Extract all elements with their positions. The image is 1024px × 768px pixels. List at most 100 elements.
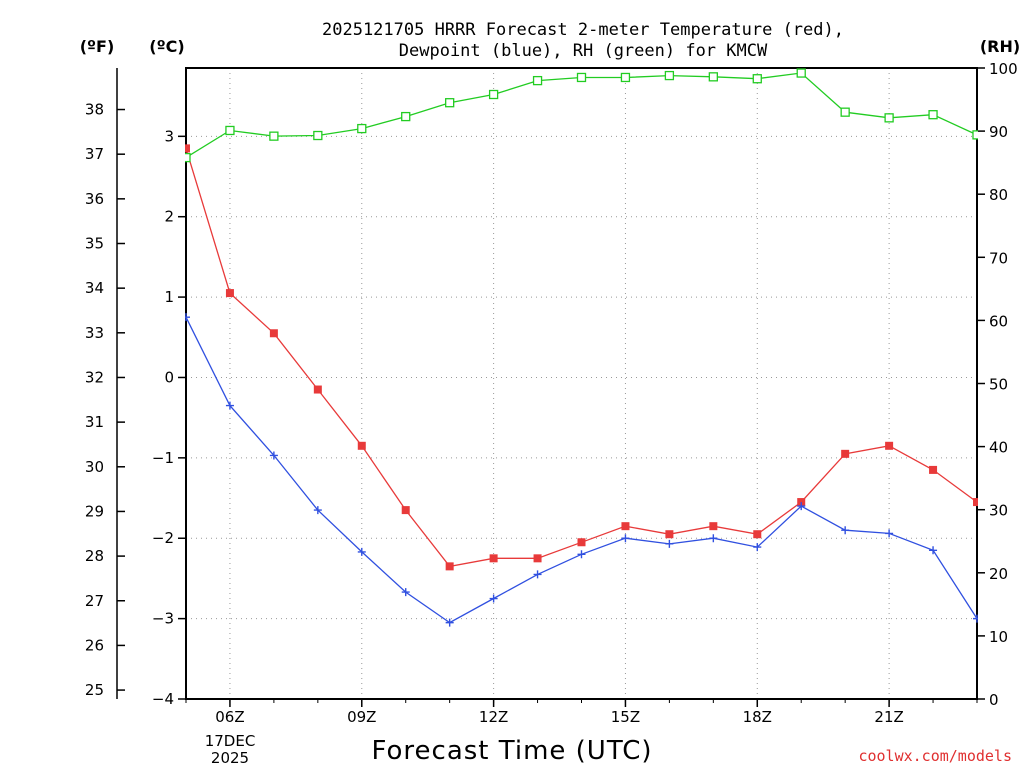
rh-tick-label-20: 20 [989, 565, 1008, 583]
rh-line [185, 72, 978, 159]
rh-unit-label: (RH) [980, 37, 1020, 56]
x-tick-label-06Z: 06Z [215, 708, 244, 726]
rh-point-22 [928, 110, 938, 120]
temperature-point-13 [533, 554, 542, 563]
data-series [185, 68, 978, 627]
rh-point-18 [752, 74, 762, 84]
series-clip-group [185, 68, 978, 627]
dewpoint-point-21 [885, 529, 894, 538]
rh-tick-label-60: 60 [989, 312, 1008, 330]
f-tick-label-25: 25 [85, 681, 104, 699]
date-label-line-1: 17DEC [205, 732, 256, 750]
c-tick-label-3: 3 [164, 127, 174, 145]
celsius-unit-label: (ºC) [149, 37, 184, 56]
c-tick-label-0: 0 [164, 368, 174, 386]
temperature-line [185, 148, 978, 568]
rh-tick-label-0: 0 [989, 691, 999, 709]
temperature-point-6 [225, 289, 234, 298]
c-tick-label-2: 2 [164, 208, 174, 226]
rh-point-19 [796, 68, 806, 78]
f-tick-label-34: 34 [85, 279, 104, 297]
rh-point-16 [664, 70, 675, 81]
f-tick-label-36: 36 [85, 190, 104, 208]
dewpoint-point-9 [357, 547, 366, 556]
f-tick-label-32: 32 [85, 368, 104, 386]
axes [116, 67, 985, 707]
f-tick-label-31: 31 [85, 413, 104, 431]
temperature-point-17 [709, 522, 718, 531]
temperature-point-10 [401, 506, 410, 515]
x-tick-label-12Z: 12Z [479, 708, 508, 726]
rh-point-15 [620, 72, 631, 83]
dewpoint-point-10 [401, 588, 410, 597]
dewpoint-point-8 [313, 506, 322, 515]
dewpoint-point-23 [973, 614, 978, 623]
dewpoint-point-5 [185, 313, 190, 322]
temperature-point-14 [577, 538, 586, 547]
dewpoint-point-17 [709, 534, 718, 543]
temperature-point-12 [489, 554, 498, 563]
temperature-point-22 [929, 465, 938, 474]
rh-tick-label-80: 80 [989, 186, 1008, 204]
rh-point-23 [972, 130, 978, 140]
dewpoint-point-18 [753, 543, 762, 552]
f-tick-label-33: 33 [85, 324, 104, 342]
credit-text: coolwx.com/models [858, 747, 1012, 765]
f-tick-label-30: 30 [85, 458, 104, 476]
temperature-point-18 [753, 530, 762, 539]
chart-title-line-2: Dewpoint (blue), RH (green) for KMCW [399, 41, 768, 61]
rh-tick-label-50: 50 [989, 376, 1008, 394]
temperature-point-19 [797, 498, 806, 507]
temperature-point-9 [357, 441, 366, 450]
rh-point-20 [840, 107, 850, 117]
x-tick-label-15Z: 15Z [611, 708, 640, 726]
f-tick-label-28: 28 [85, 547, 104, 565]
dewpoint-line [185, 316, 978, 624]
temperature-point-16 [665, 530, 674, 539]
rh-point-17 [708, 72, 718, 82]
x-tick-label-09Z: 09Z [347, 708, 376, 726]
dewpoint-point-14 [577, 550, 586, 559]
x-tick-label-18Z: 18Z [743, 708, 772, 726]
dewpoint-point-15 [621, 534, 630, 543]
temperature-point-11 [445, 562, 454, 571]
rh-point-11 [445, 98, 455, 108]
rh-point-9 [357, 123, 367, 134]
f-tick-label-37: 37 [85, 145, 104, 163]
dewpoint-point-20 [841, 526, 850, 535]
c-tick-label--3: −3 [152, 610, 174, 628]
temperature-point-20 [841, 449, 850, 458]
dewpoint-point-16 [665, 539, 674, 548]
f-tick-label-38: 38 [85, 101, 104, 119]
c-tick-label--1: −1 [152, 449, 174, 467]
f-tick-label-35: 35 [85, 235, 104, 253]
gridlines [186, 68, 977, 699]
tick-labels: 06Z 09Z 12Z 15Z 18Z 21Z −4 −3 −2 −1 0 1 2 3 25 26 27 28 29… [85, 60, 1018, 726]
dewpoint-point-22 [929, 546, 938, 555]
rh-point-13 [532, 75, 543, 86]
date-label-line-2: 2025 [211, 749, 249, 767]
temperature-point-21 [885, 441, 894, 450]
rh-point-14 [576, 72, 587, 83]
dewpoint-point-12 [489, 594, 498, 603]
dewpoint-point-11 [445, 618, 454, 627]
f-tick-label-26: 26 [85, 636, 104, 654]
temperature-point-15 [621, 522, 630, 531]
rh-tick-label-70: 70 [989, 249, 1008, 267]
fahrenheit-unit-label: (ºF) [80, 37, 115, 56]
temperature-point-7 [269, 329, 278, 338]
c-tick-label--4: −4 [152, 690, 174, 708]
f-tick-label-29: 29 [85, 502, 104, 520]
x-tick-label-21Z: 21Z [874, 708, 903, 726]
dewpoint-point-13 [533, 570, 542, 579]
plot-frame [185, 67, 978, 700]
f-tick-label-27: 27 [85, 592, 104, 610]
dewpoint-point-19 [797, 502, 806, 511]
rh-tick-label-100: 100 [989, 60, 1018, 78]
rh-point-10 [401, 111, 411, 122]
temperature-point-5 [185, 144, 190, 153]
rh-point-12 [488, 89, 499, 100]
c-tick-label-1: 1 [164, 288, 174, 306]
rh-point-7 [269, 131, 279, 141]
